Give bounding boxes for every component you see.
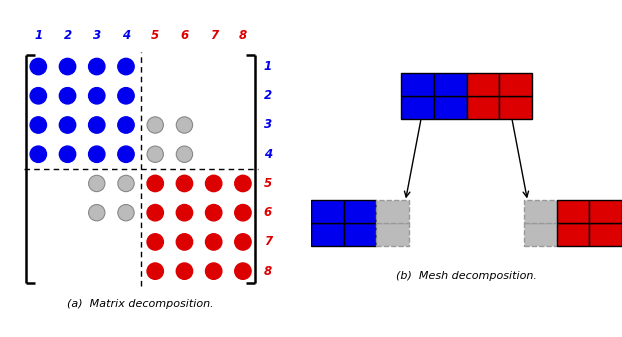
Circle shape <box>176 117 193 133</box>
Circle shape <box>59 146 76 162</box>
Bar <box>466 96 499 119</box>
Text: 3: 3 <box>93 29 101 42</box>
Text: 2: 2 <box>63 29 72 42</box>
Circle shape <box>205 263 222 279</box>
Bar <box>499 73 532 96</box>
Circle shape <box>88 88 105 104</box>
Circle shape <box>118 117 134 133</box>
Text: (a)  Matrix decomposition.: (a) Matrix decomposition. <box>67 299 214 309</box>
Bar <box>557 200 590 223</box>
Bar <box>311 223 343 246</box>
Circle shape <box>205 205 222 221</box>
Text: 1: 1 <box>34 29 42 42</box>
Bar <box>557 223 590 246</box>
Circle shape <box>147 263 164 279</box>
Text: 7: 7 <box>264 236 272 248</box>
Bar <box>311 200 343 223</box>
Circle shape <box>59 58 76 75</box>
Text: 8: 8 <box>264 265 272 278</box>
Circle shape <box>176 234 193 250</box>
Text: 5: 5 <box>151 29 159 42</box>
Circle shape <box>234 205 251 221</box>
Bar <box>376 223 409 246</box>
Circle shape <box>88 117 105 133</box>
Circle shape <box>59 88 76 104</box>
Circle shape <box>147 205 164 221</box>
Text: 1: 1 <box>264 60 272 73</box>
Circle shape <box>176 146 193 162</box>
Circle shape <box>118 58 134 75</box>
Bar <box>376 200 409 223</box>
Circle shape <box>147 117 164 133</box>
Circle shape <box>88 146 105 162</box>
Bar <box>524 223 557 246</box>
Bar <box>590 223 622 246</box>
Circle shape <box>88 175 105 192</box>
Circle shape <box>30 117 47 133</box>
Text: 5: 5 <box>264 177 272 190</box>
Bar <box>343 223 376 246</box>
Circle shape <box>176 205 193 221</box>
Circle shape <box>118 175 134 192</box>
Circle shape <box>147 146 164 162</box>
Text: 3: 3 <box>264 119 272 131</box>
Circle shape <box>118 205 134 221</box>
Text: (b)  Mesh decomposition.: (b) Mesh decomposition. <box>396 272 537 281</box>
Circle shape <box>234 175 251 192</box>
Circle shape <box>176 175 193 192</box>
Bar <box>401 73 434 96</box>
Text: 6: 6 <box>264 206 272 219</box>
Bar <box>499 96 532 119</box>
Text: 4: 4 <box>122 29 130 42</box>
Bar <box>434 96 466 119</box>
Circle shape <box>205 234 222 250</box>
Circle shape <box>147 234 164 250</box>
Text: 8: 8 <box>239 29 247 42</box>
Bar <box>524 200 557 223</box>
Bar <box>434 73 466 96</box>
Text: 7: 7 <box>210 29 218 42</box>
Circle shape <box>234 234 251 250</box>
Circle shape <box>30 88 47 104</box>
Circle shape <box>205 175 222 192</box>
Circle shape <box>88 58 105 75</box>
Circle shape <box>147 175 164 192</box>
Circle shape <box>176 263 193 279</box>
Circle shape <box>234 263 251 279</box>
Circle shape <box>88 205 105 221</box>
Circle shape <box>118 146 134 162</box>
Bar <box>343 200 376 223</box>
Text: 2: 2 <box>264 89 272 102</box>
Circle shape <box>30 146 47 162</box>
Circle shape <box>118 88 134 104</box>
Circle shape <box>59 117 76 133</box>
Text: 4: 4 <box>264 148 272 161</box>
Circle shape <box>30 58 47 75</box>
Bar <box>401 96 434 119</box>
Bar <box>590 200 622 223</box>
Bar <box>466 73 499 96</box>
Text: 6: 6 <box>180 29 188 42</box>
